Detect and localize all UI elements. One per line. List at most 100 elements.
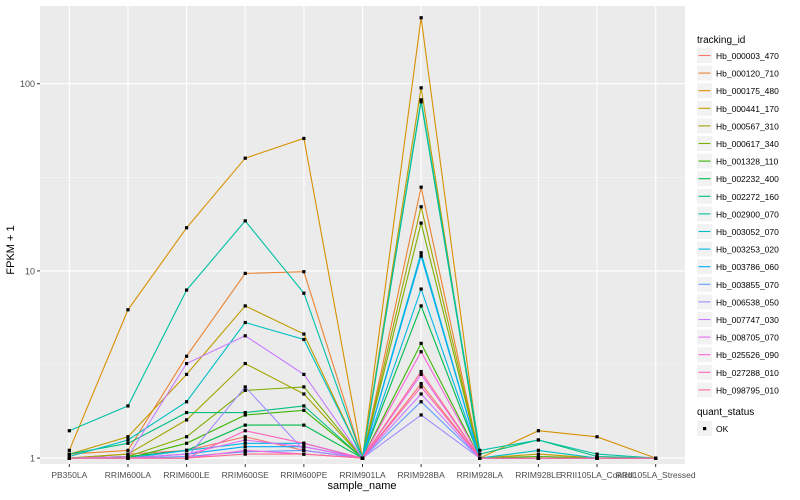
data-point [67,456,71,460]
data-point [419,341,423,345]
data-point [595,435,599,439]
data-point [419,382,423,386]
data-point [243,423,247,427]
x-axis-label: sample_name [327,480,396,492]
data-point [126,404,130,408]
data-point [243,438,247,442]
data-point [302,372,306,376]
x-tick-label: RRIM600LE [163,470,210,480]
legend-label: Hb_000003_470 [716,51,779,61]
legend-label: Hb_007747_030 [716,315,779,325]
data-point [243,452,247,456]
data-point [184,454,189,459]
data-point [126,308,130,312]
x-tick-label: RRIM600SE [222,470,270,480]
x-tick-label: RRIM928LA [457,470,504,480]
data-point [419,372,423,376]
legend-label: Hb_003855_070 [716,280,779,290]
data-point [419,369,423,374]
data-point [67,454,71,459]
data-point [243,219,247,223]
data-point [302,448,306,452]
data-point [126,441,130,445]
legend: tracking_id Hb_000003_470 Hb_000120_710 Hb_… [697,35,779,398]
data-point [419,254,423,258]
data-point [419,413,423,417]
data-point [184,288,189,292]
y-tick-label: 100 [20,79,35,89]
data-point [184,452,189,456]
data-point [184,361,189,366]
legend-label: Hb_025526_090 [716,350,779,360]
data-point [184,354,189,358]
data-point [419,86,423,90]
point-legend-marker [703,427,707,431]
data-point [595,456,599,460]
data-point [419,16,423,20]
legend-label: Hb_001328_110 [716,157,779,167]
data-point [419,400,423,404]
data-point [243,445,247,449]
data-point [536,448,541,452]
x-tick-label: RRIM928LE [515,470,562,480]
point-legend-title: quant_status [697,407,754,418]
data-point [126,448,130,452]
legend-title: tracking_id [697,35,745,46]
data-point [419,350,423,354]
legend-label: Hb_008705_070 [716,333,779,343]
data-point [184,456,189,460]
data-point [184,226,189,230]
data-point [536,456,541,460]
data-point [243,304,247,308]
legend-label: Hb_003253_020 [716,245,779,255]
x-axis: PB350LA RRIM600LA RRIM600LE RRIM600SE RRIM60… [51,464,696,480]
point-legend-label: OK [716,424,729,434]
legend-label: Hb_000617_340 [716,139,779,149]
legend-label: Hb_000441_170 [716,104,779,114]
data-point [184,372,189,376]
data-point [243,271,247,275]
legend-label: Hb_006538_050 [716,297,779,307]
data-point [243,441,247,445]
data-point [243,413,247,417]
data-point [419,98,423,102]
data-point [67,448,71,452]
data-point [419,221,423,225]
legend-label: Hb_000175_480 [716,86,779,96]
data-point [419,205,423,209]
data-point [243,448,247,452]
data-point [126,456,130,460]
data-point [184,441,189,445]
data-point [243,385,247,389]
data-point [536,454,541,459]
data-point [302,441,306,445]
data-point [184,418,189,422]
data-point [302,408,306,412]
data-point [536,438,541,442]
data-point [302,337,306,342]
data-point [478,456,482,460]
x-tick-label: RRIM901LA [339,470,386,480]
data-point [302,452,306,456]
data-point [243,429,247,433]
data-point [243,361,247,366]
legend-label: Hb_003786_060 [716,262,779,272]
data-point [126,435,130,439]
legend-label: Hb_002900_070 [716,209,779,219]
data-point [360,456,365,460]
data-point [302,270,306,274]
data-point [126,454,130,459]
data-point [302,392,306,396]
legend-label: Hb_002232_400 [716,174,779,184]
data-point [536,429,541,433]
data-point [654,456,658,460]
x-tick-label: RRIM600LA [105,470,152,480]
data-point [302,291,306,295]
y-tick-label: 10 [25,266,35,276]
x-tick-label: PB350LA [51,470,87,480]
data-point [184,400,189,404]
data-point [419,385,423,389]
data-point [302,332,306,336]
data-point [243,411,247,415]
